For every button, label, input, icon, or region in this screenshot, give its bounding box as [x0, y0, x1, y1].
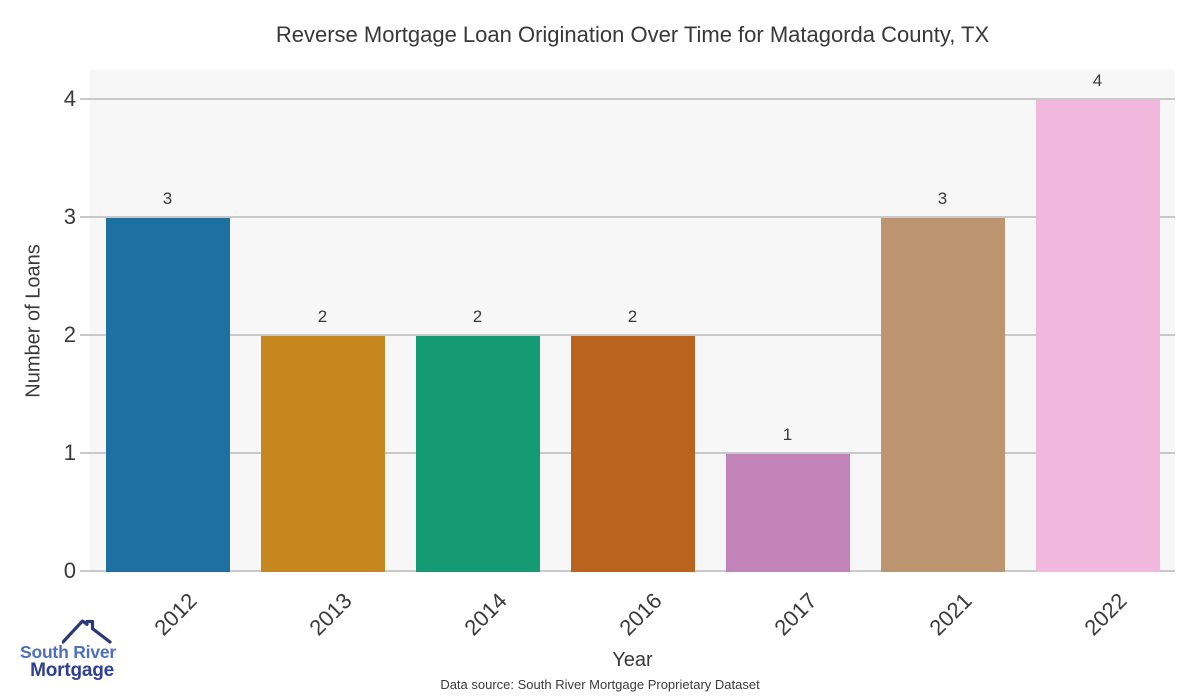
x-tick-label-2017: 2017	[768, 588, 822, 641]
y-tick-mark-4	[80, 97, 90, 100]
bar-2022	[1035, 99, 1160, 572]
y-tick-label-1: 1	[63, 439, 76, 465]
data-source-note: Data source: South River Mortgage Propri…	[440, 677, 760, 692]
bar-value-label-2022: 4	[1092, 70, 1103, 90]
gridline-y-4	[90, 97, 1175, 100]
bar-value-label-2021: 3	[937, 188, 948, 208]
bar-value-label-2014: 2	[472, 306, 483, 326]
y-tick-label-3: 3	[63, 203, 76, 229]
x-tick-label-2021: 2021	[923, 588, 977, 641]
y-tick-mark-0	[80, 570, 90, 572]
bar-2013	[260, 335, 385, 572]
x-tick-label-2012: 2012	[148, 588, 202, 641]
bar-value-label-2017: 1	[782, 424, 793, 444]
gridline-y-2	[90, 333, 1175, 336]
bar-value-label-2012: 3	[162, 188, 173, 208]
logo-text-line2: Mortgage	[30, 660, 114, 681]
gridline-y-3	[90, 215, 1175, 218]
y-tick-mark-2	[80, 333, 90, 336]
y-tick-mark-3	[80, 215, 90, 218]
south-river-mortgage-logo: South River Mortgage	[12, 612, 116, 696]
bar-2012	[105, 217, 230, 572]
y-tick-label-4: 4	[63, 85, 76, 111]
x-axis-label: Year	[612, 649, 653, 671]
bar-value-label-2013: 2	[317, 306, 328, 326]
bar-value-label-2016: 2	[627, 306, 638, 326]
y-tick-label-0: 0	[63, 558, 76, 583]
chart-title: Reverse Mortgage Loan Origination Over T…	[275, 22, 990, 47]
y-tick-mark-1	[80, 451, 90, 454]
bar-2014	[415, 335, 540, 572]
y-tick-label-2: 2	[63, 321, 76, 347]
x-tick-label-2013: 2013	[303, 588, 357, 641]
bar-2017	[725, 453, 850, 572]
x-tick-label-2016: 2016	[613, 588, 667, 641]
x-tick-label-2022: 2022	[1078, 588, 1132, 641]
plot-area: 3 2 2 2 1 3 4	[90, 70, 1175, 572]
bar-2021	[880, 217, 1005, 572]
house-roof-icon	[62, 619, 112, 644]
bar-2016	[570, 335, 695, 572]
logo-text-line1: South River	[19, 642, 116, 662]
x-tick-label-2014: 2014	[458, 588, 512, 641]
